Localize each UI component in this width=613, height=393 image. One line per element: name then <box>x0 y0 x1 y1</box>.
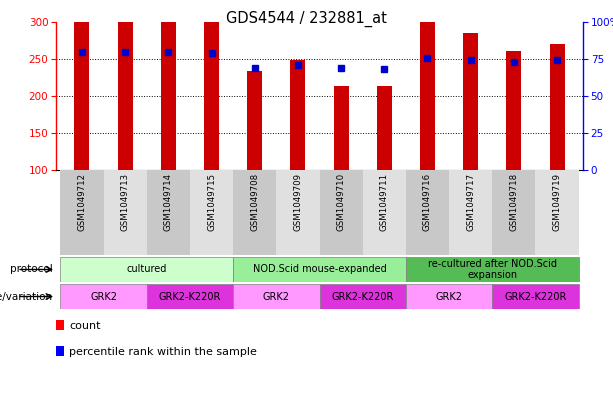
Text: count: count <box>69 321 101 331</box>
Bar <box>74 0 89 170</box>
Bar <box>118 0 132 170</box>
Bar <box>319 284 406 309</box>
Text: percentile rank within the sample: percentile rank within the sample <box>69 347 257 356</box>
Bar <box>291 61 305 170</box>
Bar <box>463 33 478 170</box>
Bar <box>506 51 522 170</box>
Bar <box>104 170 147 255</box>
Bar <box>233 257 406 282</box>
Text: GSM1049717: GSM1049717 <box>466 173 475 231</box>
Text: GSM1049711: GSM1049711 <box>380 173 389 231</box>
Bar <box>233 170 276 255</box>
Bar <box>536 170 579 255</box>
Bar <box>363 170 406 255</box>
Bar <box>406 170 449 255</box>
Text: GSM1049709: GSM1049709 <box>294 173 302 231</box>
Text: GSM1049712: GSM1049712 <box>77 173 86 231</box>
Text: GDS4544 / 232881_at: GDS4544 / 232881_at <box>226 11 387 27</box>
Bar <box>549 44 565 170</box>
Bar <box>406 284 492 309</box>
Text: GRK2-K220R: GRK2-K220R <box>159 292 221 301</box>
Bar <box>233 284 319 309</box>
Text: NOD.Scid mouse-expanded: NOD.Scid mouse-expanded <box>253 264 386 274</box>
Text: GRK2: GRK2 <box>263 292 290 301</box>
Text: GSM1049718: GSM1049718 <box>509 173 519 231</box>
Bar <box>190 170 233 255</box>
Bar <box>377 86 392 170</box>
Bar <box>60 170 104 255</box>
Text: GRK2: GRK2 <box>90 292 117 301</box>
Text: GRK2-K220R: GRK2-K220R <box>332 292 394 301</box>
Bar <box>247 71 262 170</box>
Text: re-cultured after NOD.Scid
expansion: re-cultured after NOD.Scid expansion <box>428 259 557 280</box>
Bar <box>420 17 435 170</box>
Text: protocol: protocol <box>10 264 53 274</box>
Bar <box>60 257 233 282</box>
Text: GSM1049716: GSM1049716 <box>423 173 432 231</box>
Text: GSM1049715: GSM1049715 <box>207 173 216 231</box>
Text: GSM1049710: GSM1049710 <box>337 173 346 231</box>
Bar <box>449 170 492 255</box>
Text: GSM1049714: GSM1049714 <box>164 173 173 231</box>
Bar <box>60 284 147 309</box>
Text: GSM1049713: GSM1049713 <box>121 173 129 231</box>
Bar <box>319 170 363 255</box>
Text: GRK2-K220R: GRK2-K220R <box>504 292 566 301</box>
Bar <box>492 284 579 309</box>
Text: GSM1049719: GSM1049719 <box>552 173 562 231</box>
Bar <box>161 0 176 170</box>
Bar <box>333 86 349 170</box>
Text: GRK2: GRK2 <box>436 292 463 301</box>
Text: GSM1049708: GSM1049708 <box>250 173 259 231</box>
Bar <box>276 170 319 255</box>
Bar <box>147 170 190 255</box>
Text: genotype/variation: genotype/variation <box>0 292 53 301</box>
Bar <box>406 257 579 282</box>
Bar <box>492 170 536 255</box>
Bar <box>204 4 219 170</box>
Bar <box>147 284 233 309</box>
Text: cultured: cultured <box>126 264 167 274</box>
